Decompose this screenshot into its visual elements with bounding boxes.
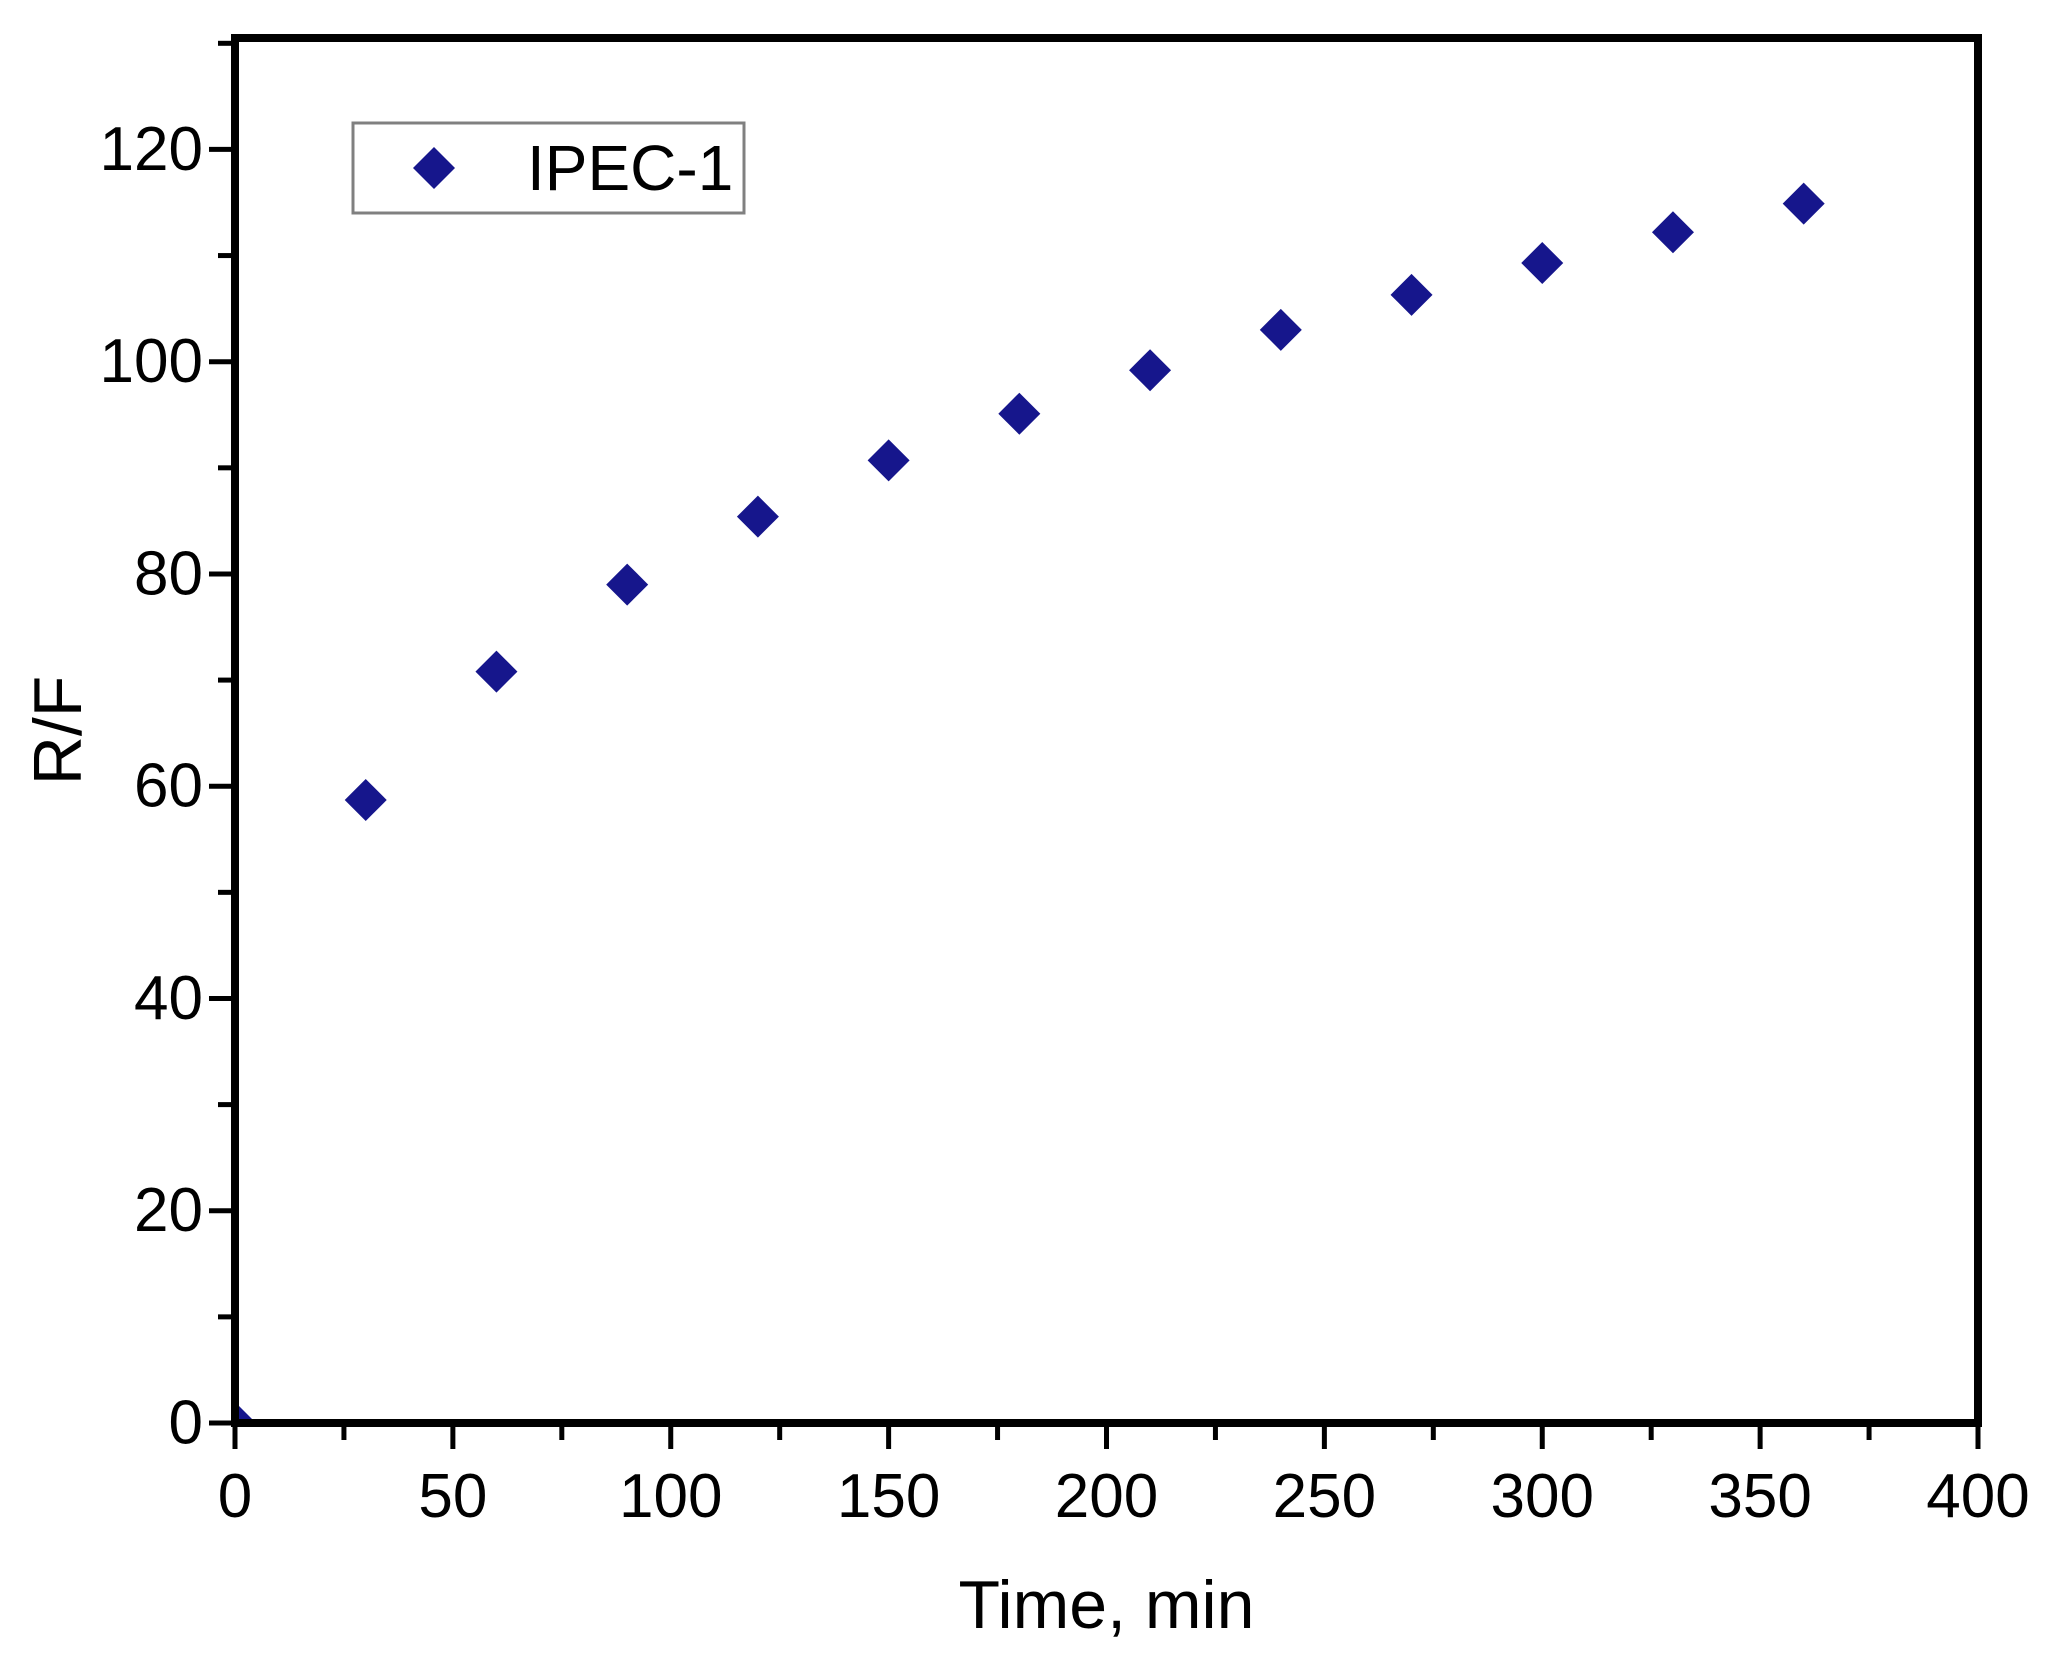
y-tick-label: 80 [134, 539, 203, 608]
x-tick-label: 200 [1055, 1462, 1158, 1531]
x-axis-title: Time, min [959, 1567, 1255, 1643]
data-point [1390, 273, 1433, 316]
data-point [239, 1406, 252, 1419]
data-point [1521, 241, 1564, 284]
x-tick-label: 300 [1491, 1462, 1594, 1531]
y-tick-label: 60 [134, 752, 203, 821]
y-tick-label: 100 [100, 327, 203, 396]
y-tick-label: 40 [134, 964, 203, 1033]
y-axis-title: R/F [20, 676, 96, 786]
ticks-group [209, 40, 1981, 1449]
data-point [1259, 308, 1302, 351]
data-point [475, 650, 518, 693]
data-point [736, 495, 779, 538]
x-tick-label: 350 [1708, 1462, 1811, 1531]
data-point [1782, 182, 1825, 225]
legend-entry-label: IPEC-1 [527, 132, 733, 204]
x-tick-label: 0 [218, 1462, 252, 1531]
data-point [1651, 211, 1694, 254]
plot-frame [231, 34, 1982, 1427]
x-tick-label: 400 [1926, 1462, 2029, 1531]
y-tick-label: 0 [169, 1389, 203, 1458]
x-tick-label: 50 [418, 1462, 487, 1531]
y-tick-label: 120 [100, 115, 203, 184]
data-point [606, 563, 649, 606]
data-point [344, 779, 387, 822]
legend-marker [413, 147, 455, 189]
data-point [867, 439, 910, 482]
x-tick-label: 100 [619, 1462, 722, 1531]
x-tick-label: 150 [837, 1462, 940, 1531]
legend: IPEC-1 [351, 121, 746, 215]
data-point [998, 392, 1041, 435]
x-tick-label: 250 [1273, 1462, 1376, 1531]
data-point [1129, 349, 1172, 392]
data-points-group [239, 182, 1825, 1419]
y-tick-label: 20 [134, 1176, 203, 1245]
